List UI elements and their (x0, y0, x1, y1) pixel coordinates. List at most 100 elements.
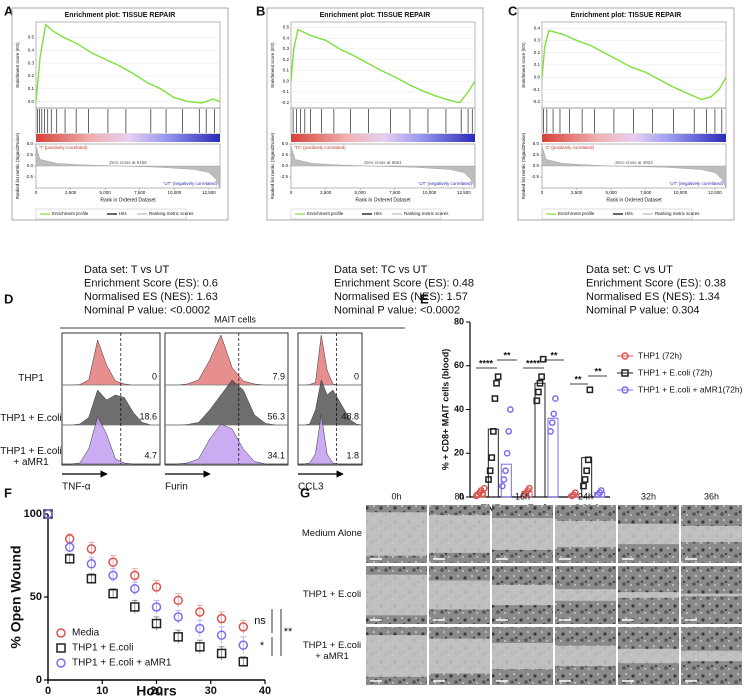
bar (547, 417, 559, 498)
time-label: 16h (515, 491, 530, 501)
point (538, 373, 545, 381)
y-tick-label: 0.1 (28, 86, 35, 91)
wound-area (429, 580, 490, 610)
x-tick-label: 10 (96, 685, 108, 697)
y-tick-label: 0.5 (28, 35, 35, 40)
legend-marker (621, 352, 629, 360)
time-label: 24h (578, 491, 593, 501)
y-tick-label: 0 (459, 491, 464, 501)
point (151, 582, 162, 592)
neg-label: 'UT' (negatively correlated) (670, 181, 724, 186)
legend-label: THP1 + E.coli + aMR1 (72, 658, 172, 669)
plot-frame (517, 7, 735, 221)
wound-area (681, 593, 742, 597)
legend-label: THP1 + E.coli + aMR1(72h) (638, 384, 743, 394)
marker-label: CCL3 (298, 482, 324, 493)
y-tick-label: 0.1 (283, 68, 290, 73)
y-tick-label: 0.3 (28, 60, 35, 65)
time-label: 0h (391, 491, 401, 501)
point (86, 559, 97, 569)
y2-tick-label: 2.5 (27, 152, 34, 157)
legend-label: Enrichment profile (52, 211, 89, 216)
wound-area (492, 584, 553, 606)
y-tick-label: 0.2 (28, 73, 35, 78)
point (505, 428, 513, 435)
histogram (298, 413, 362, 465)
y-tick-label: -0.1 (281, 89, 289, 94)
zero-cross-label: Zero cross at 4924 (615, 160, 653, 165)
point (491, 395, 499, 402)
y-tick-label: 100 (24, 508, 42, 520)
panel-label: D (4, 291, 13, 306)
wound-area (366, 574, 427, 616)
y2-tick-label: -2.5 (25, 174, 33, 179)
y-tick-label: 20 (454, 448, 464, 458)
wound-area (429, 515, 490, 553)
wound-area (366, 635, 427, 677)
histogram (62, 415, 160, 465)
rank-color-bar (36, 134, 220, 142)
legend-marker (56, 643, 66, 653)
bar (487, 428, 499, 498)
neg-label: 'UT' (negatively correlated) (164, 181, 218, 186)
pos-label: 'T' (positively correlated) (39, 145, 88, 150)
point (535, 388, 542, 396)
percent-label: 0 (152, 371, 157, 381)
legend-label: Ranking metric scores (149, 211, 194, 216)
legend-label: THP1 (72h) (638, 350, 682, 360)
point (151, 602, 162, 612)
neg-label: 'UT' (negatively correlated) (419, 181, 473, 186)
es-line (541, 29, 727, 101)
y2-tick-label: 0.0 (282, 163, 289, 168)
x-tick-label: 10,000 (167, 190, 181, 195)
point (583, 467, 591, 475)
x-tick-label: 12,500 (202, 190, 216, 195)
histogram (165, 423, 288, 465)
point (480, 484, 488, 492)
bar (534, 382, 546, 498)
sig-label: * (260, 640, 265, 652)
y2-tick-label: 5.0 (282, 141, 289, 146)
wound-area (681, 525, 742, 543)
stats-line: Data set: TC vs UT (334, 264, 428, 276)
point (550, 410, 558, 418)
sig-label: **** (526, 358, 541, 368)
point (238, 622, 249, 632)
point (108, 588, 118, 599)
panel-label: F (4, 485, 12, 500)
x-tick-label: 7,500 (389, 190, 401, 195)
x-axis-title: Hours (136, 683, 177, 699)
wound-area (681, 650, 742, 662)
sig-label: ** (503, 350, 511, 360)
y-tick-label: 0 (36, 674, 42, 686)
point (547, 428, 554, 435)
legend-frame (35, 208, 187, 220)
y-axis-title: % Open Wound (8, 545, 24, 648)
legend-label: Hits (119, 211, 127, 216)
time-label: 32h (641, 491, 656, 501)
sig-label: ns (254, 615, 266, 627)
y2-tick-label: 2.5 (533, 152, 540, 157)
y-tick-label: 0.2 (534, 50, 541, 55)
point (216, 630, 227, 640)
legend-frame (290, 208, 442, 220)
pos-label: 'TC' (positively correlated) (294, 145, 346, 150)
stats-line: Data set: C vs UT (586, 264, 673, 276)
point (500, 476, 508, 483)
y-tick-label: 0.5 (283, 25, 290, 30)
stats-line: Normalised ES (NES): 1.57 (334, 291, 468, 303)
x-tick-label: 40 (259, 685, 271, 697)
y2-tick-label: -2.5 (280, 174, 288, 179)
point (552, 395, 559, 402)
time-label: 36h (704, 491, 719, 501)
percent-label: 7.9 (272, 371, 285, 381)
point (493, 379, 500, 387)
stats-line: Nominal P value: 0.304 (586, 304, 700, 316)
x-tick-label: 7,500 (640, 190, 652, 195)
metric-area (541, 146, 727, 189)
percent-label: 56.3 (267, 411, 285, 421)
point (108, 570, 118, 581)
y-axis-title: Enrichment score (ES) (270, 42, 275, 88)
